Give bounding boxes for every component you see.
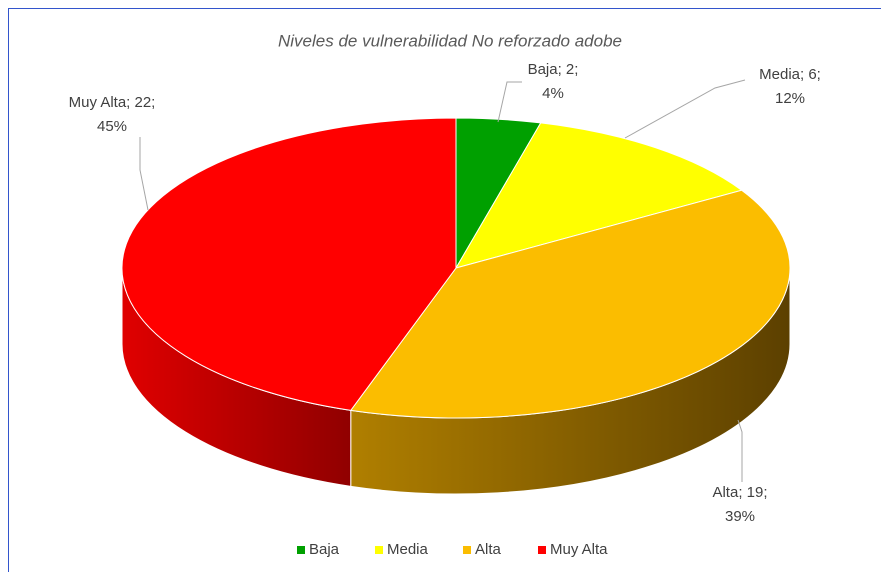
- legend-label: Media: [387, 541, 429, 558]
- data-label: 4%: [542, 85, 564, 102]
- legend-swatch: [463, 546, 471, 554]
- legend-swatch: [297, 546, 305, 554]
- leader-line: [497, 81, 522, 123]
- chart-title: Niveles de vulnerabilidad No reforzado a…: [278, 31, 622, 50]
- data-label: 45%: [97, 118, 127, 135]
- legend-swatch: [375, 546, 383, 554]
- pie-slice: [349, 189, 791, 419]
- data-label: Media; 6;: [759, 66, 821, 83]
- data-label: 12%: [775, 90, 805, 107]
- data-label: Baja; 2;: [528, 61, 579, 78]
- leader-line: [737, 419, 743, 482]
- data-label: Alta; 19;: [712, 484, 767, 501]
- legend-label: Alta: [475, 541, 502, 558]
- legend-label: Muy Alta: [550, 541, 608, 558]
- legend-label: Baja: [309, 541, 340, 558]
- data-label: 39%: [725, 508, 755, 525]
- leader-line: [139, 137, 149, 211]
- pie-slice: [121, 117, 457, 411]
- legend-swatch: [538, 546, 546, 554]
- pie-slice: [454, 122, 743, 269]
- data-label: Muy Alta; 22;: [69, 94, 156, 111]
- leader-line: [624, 79, 746, 139]
